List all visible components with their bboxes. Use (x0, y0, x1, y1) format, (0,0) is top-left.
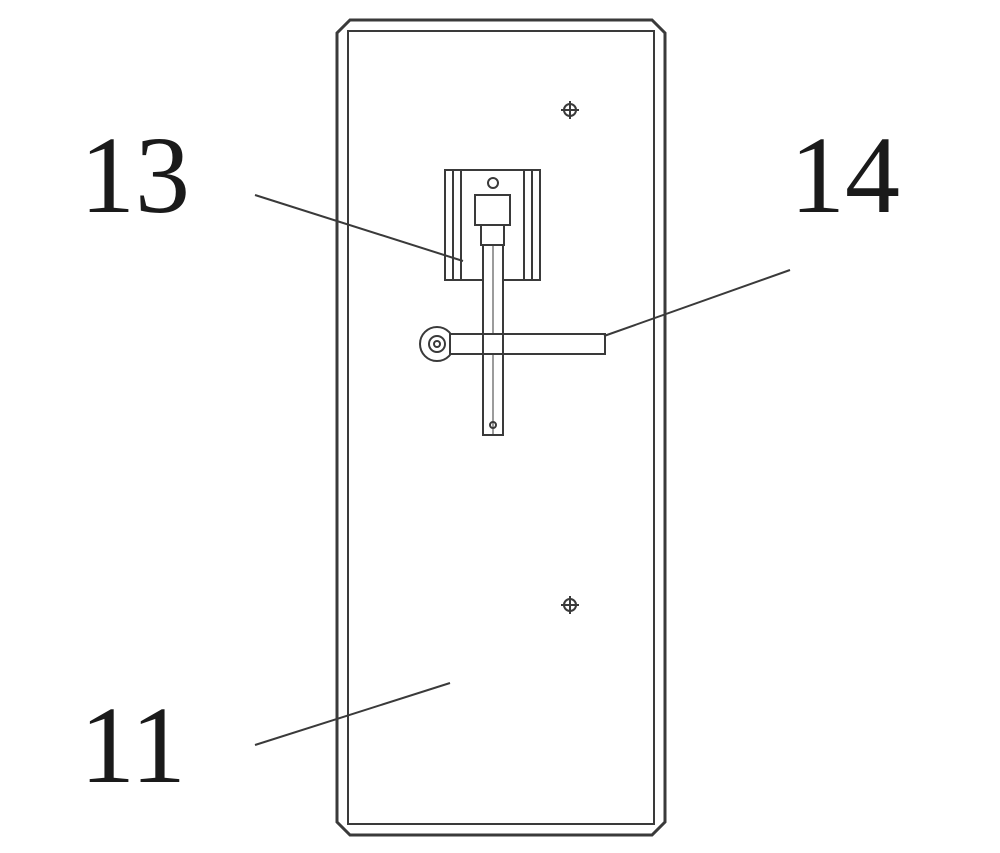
leader-13 (255, 195, 463, 261)
callout-label-13: 13 (80, 112, 190, 239)
leader-11 (255, 683, 450, 745)
crossbar (420, 327, 605, 361)
callout-label-14: 14 (790, 112, 900, 239)
vertical-bracket (445, 170, 540, 435)
mount-hole-1 (561, 596, 579, 614)
leader-14 (604, 270, 790, 336)
callout-label-11: 11 (80, 682, 186, 809)
mount-hole-0 (561, 101, 579, 119)
